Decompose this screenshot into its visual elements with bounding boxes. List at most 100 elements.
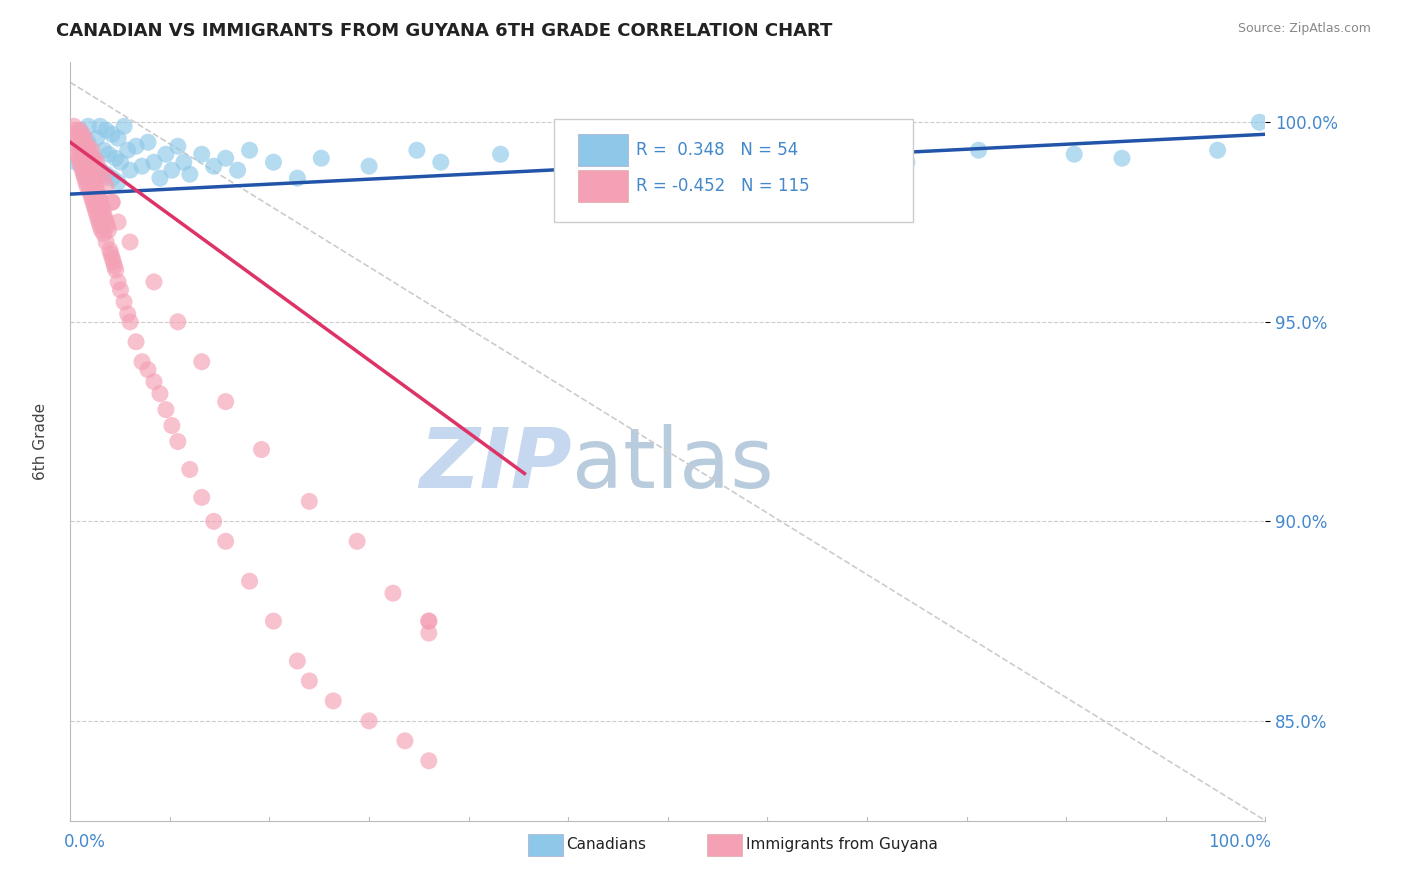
Point (101, 128, 124, 142)
Point (73, 167, 96, 181)
Point (143, 155, 166, 169)
Point (89, 195, 111, 210)
Point (125, 334, 148, 349)
Point (149, 171, 172, 186)
Point (69, 123, 91, 137)
Point (86, 155, 108, 169)
Point (800, 147, 823, 161)
Point (100, 247, 122, 261)
Point (83, 175, 105, 189)
Point (382, 586, 405, 600)
Point (896, 155, 918, 169)
Point (97, 147, 120, 161)
Point (120, 315, 141, 329)
Point (69, 155, 91, 169)
Point (86, 207, 108, 221)
Point (70, 143, 93, 157)
Point (239, 143, 262, 157)
Point (86, 131, 108, 145)
Point (160, 163, 183, 178)
Point (75, 155, 97, 169)
Point (65, 123, 87, 137)
Point (359, 159, 381, 173)
Point (1249, 115, 1271, 129)
Point (112, 294, 135, 309)
Point (107, 215, 129, 229)
Text: 6th Grade: 6th Grade (32, 403, 48, 480)
Point (418, 754, 440, 768)
Point (166, 315, 188, 329)
Point (101, 171, 124, 186)
Point (418, 614, 440, 628)
Point (160, 418, 183, 433)
Point (73, 151, 96, 165)
Point (179, 462, 201, 476)
Point (65, 155, 87, 169)
Point (202, 159, 225, 173)
Point (69, 139, 91, 153)
Point (66, 147, 89, 161)
Point (418, 614, 440, 628)
Point (239, 574, 262, 589)
Point (166, 139, 188, 153)
Point (89, 120, 111, 134)
Point (173, 155, 195, 169)
Point (82, 195, 104, 210)
Point (83, 199, 105, 213)
Point (89, 163, 111, 178)
Point (80, 151, 103, 165)
Point (73, 171, 96, 186)
Point (226, 163, 249, 178)
Text: Canadians: Canadians (567, 838, 647, 853)
Point (77, 139, 100, 153)
Point (87, 191, 110, 205)
Point (1063, 147, 1085, 161)
Text: ZIP: ZIP (419, 424, 572, 505)
Point (86, 183, 108, 197)
Point (96, 123, 117, 137)
Point (101, 195, 124, 210)
Point (75, 175, 97, 189)
Point (79, 167, 101, 181)
Point (191, 147, 214, 161)
Text: Immigrants from Guyana: Immigrants from Guyana (745, 838, 938, 853)
Point (287, 171, 309, 186)
Point (214, 534, 236, 549)
Point (179, 167, 201, 181)
Point (89, 167, 111, 181)
Point (70, 159, 93, 173)
Point (107, 131, 129, 145)
Point (489, 147, 512, 161)
Point (79, 187, 101, 202)
Point (143, 375, 166, 389)
Text: 100.0%: 100.0% (1208, 832, 1271, 851)
Point (110, 155, 132, 169)
Point (90, 223, 112, 237)
Point (107, 175, 129, 189)
Point (202, 514, 225, 528)
Point (73, 139, 96, 153)
Text: R = -0.452   N = 115: R = -0.452 N = 115 (636, 177, 810, 195)
Point (93, 207, 115, 221)
Point (967, 143, 990, 157)
Point (263, 155, 285, 169)
Point (73, 131, 96, 145)
Point (83, 155, 105, 169)
Point (112, 120, 135, 134)
Point (214, 394, 236, 409)
Point (96, 167, 117, 181)
Point (67, 151, 90, 165)
Point (101, 251, 124, 265)
Text: R =  0.348   N = 54: R = 0.348 N = 54 (636, 142, 797, 160)
Point (96, 235, 117, 249)
Point (191, 355, 214, 369)
Point (125, 139, 148, 153)
Point (79, 163, 101, 178)
Point (98, 243, 121, 257)
Point (1111, 151, 1133, 165)
Point (93, 143, 115, 157)
Point (83, 151, 105, 165)
Point (77, 143, 100, 157)
Point (69, 123, 91, 137)
Point (89, 219, 111, 233)
